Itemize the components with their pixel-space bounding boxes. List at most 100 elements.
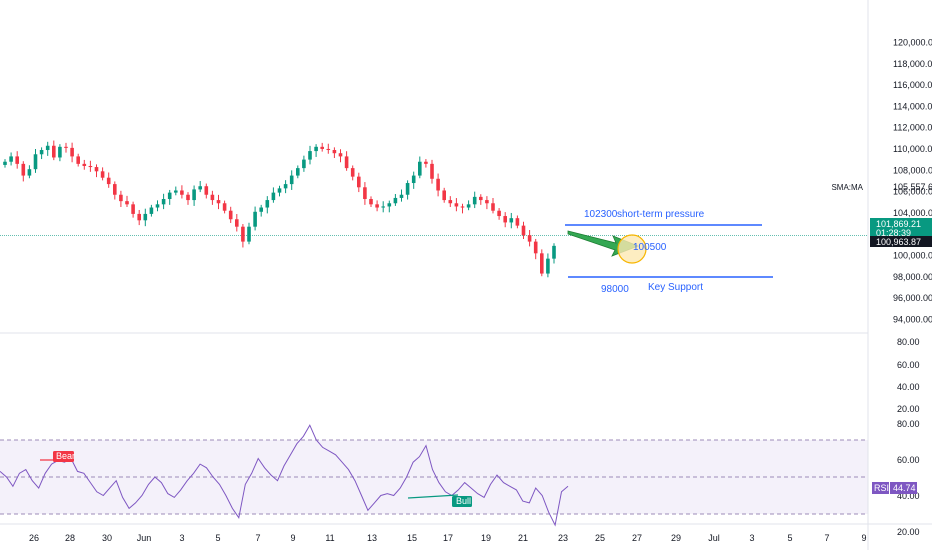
price-tick-label: 108,000.00 [893,165,932,175]
candle-body [509,218,514,223]
date-tick-label: 15 [407,533,417,543]
candle-body [180,190,184,195]
rsi-value-badge [890,482,917,494]
prev-price-badge [870,236,932,247]
candle-body [491,203,495,211]
candle-body [174,190,178,193]
candle-body [320,146,324,149]
date-tick-label: 23 [558,533,568,543]
candle-body [27,169,32,176]
sma-tag: SMA:MA [831,183,863,192]
candle-body [265,200,270,208]
candle-body [9,156,13,162]
rsi-top-tick-label: 60.00 [897,360,920,370]
candle-body [497,210,501,217]
price-tick-label: 98,000.00 [893,272,932,282]
countdown-timer: 01:28:39 [876,228,911,238]
candle-body [64,146,68,148]
date-tick-label: 7 [255,533,260,543]
candle-body [375,204,379,208]
candle-body [131,204,135,214]
rsi-top-tick-label: 40.00 [897,382,920,392]
price-tick-label: 120,000.00 [893,37,932,47]
candle-body [442,190,446,201]
candle-body [418,161,422,176]
candle-body [411,175,416,184]
candle-body [259,207,263,212]
date-axis[interactable]: 26 28 30 Jun 3 5 7 9 11 13 15 17 19 21 23 25 27 29 Jul 3 5 7 9 [29,533,867,543]
candle-body [58,146,62,158]
date-tick-label: 11 [325,533,334,543]
sma-value: 105,557.68 [893,182,932,192]
candle-body [430,163,434,179]
candle-body [381,206,385,208]
price-tick-label: 110,000.00 [893,144,932,154]
price-tick-label: 116,000.00 [893,80,932,90]
date-tick-label: 9 [861,533,866,543]
candle-body [88,165,93,168]
date-tick-label: 27 [632,533,642,543]
candle-body [332,150,337,154]
candle-body [314,146,318,152]
bull-divergence-label: Bull [456,496,471,506]
price-tick-label: 96,000.00 [893,293,932,303]
rsi-overbought-axis[interactable]: 80.00 60.00 40.00 20.00 [897,337,920,414]
candle-body [424,161,428,164]
rsi-tick-label: 80.00 [897,419,920,429]
rsi-top-tick-label: 80.00 [897,337,920,347]
date-tick-label: 3 [179,533,184,543]
target-circle[interactable] [617,234,647,264]
candle-body [460,206,465,208]
date-tick-label: 29 [671,533,681,543]
candle-body [76,156,80,164]
candle-body [393,197,398,204]
price-tick-label: 104,000.00 [893,208,932,218]
rsi-tick-label: 60.00 [897,455,920,465]
support-value-label: 98000 [601,284,629,295]
candle-body [39,150,44,155]
candle-body [283,184,288,189]
candle-body [33,154,38,170]
rsi-label: RSI [874,483,889,493]
candle-body [472,196,477,205]
candle-body [235,219,239,227]
candle-body [52,145,56,158]
candle-body [308,151,312,160]
candle-body [204,186,209,195]
candle-body [241,226,245,242]
candle-body [350,168,355,177]
candle-body [405,183,410,195]
candle-body [192,189,196,201]
candle-body [100,171,105,178]
candle-body [82,163,87,166]
candle-body [448,200,453,204]
candle-body [552,245,556,259]
candle-body [161,199,166,205]
candle-body [106,177,111,185]
last-price-value: 101,869.21 [876,219,921,229]
candle-body [479,196,483,201]
candle-body [289,175,294,185]
date-tick-label: 19 [481,533,491,543]
prev-price-value: 100,963.87 [876,237,921,247]
candle-body [387,203,392,207]
candle-body [485,200,489,204]
bull-divergence-line [407,494,459,499]
support-text-label: Key Support [648,282,703,293]
candle-body [533,241,538,254]
rsi-tick-label: 40.00 [897,491,920,501]
date-tick-label: Jun [137,533,152,543]
price-tick-label: 112,000.00 [893,123,932,133]
price-axis[interactable]: 120,000.00 118,000.00 116,000.00 114,000.00… [893,37,932,324]
date-tick-label: 21 [518,533,528,543]
candle-body [302,159,306,169]
rsi-axis[interactable]: 80.00 60.00 40.00 20.00 [897,419,920,537]
bear-divergence-label: Bear [56,451,75,461]
candle-body [155,204,160,208]
candle-body [363,187,367,200]
candle-body [546,258,550,274]
price-tick-label: 118,000.00 [893,59,932,69]
date-tick-label: 26 [29,533,39,543]
candle-body [277,188,282,193]
